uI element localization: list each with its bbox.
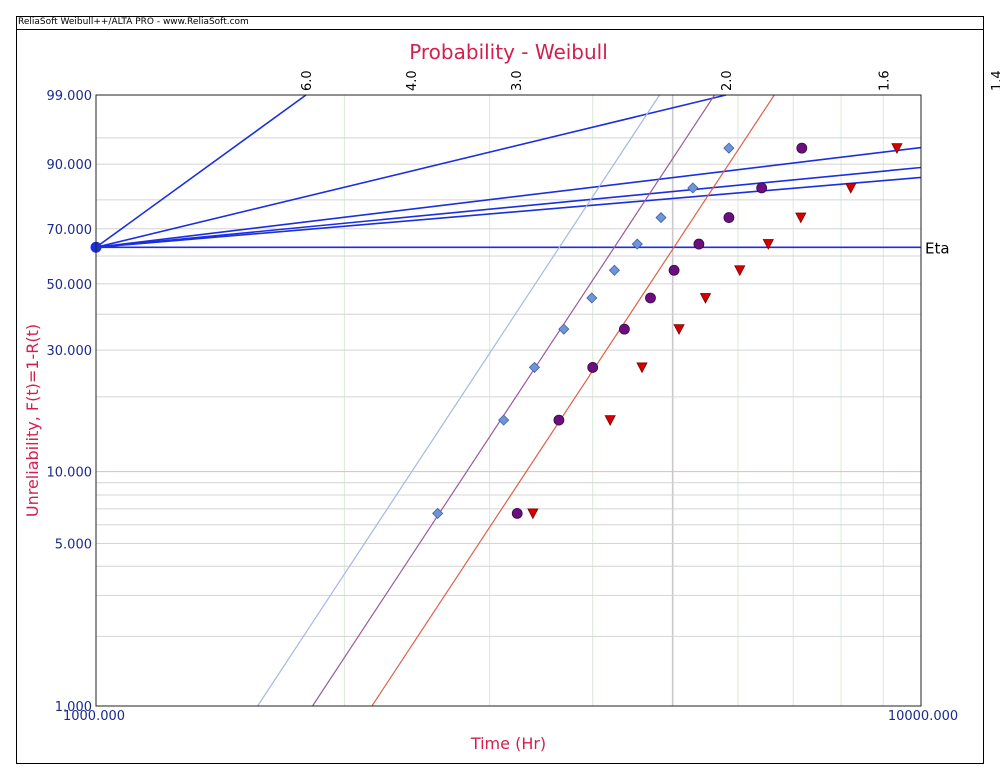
- triangle-point: [636, 362, 648, 374]
- triangle-point: [604, 415, 616, 426]
- diamond-point: [528, 361, 541, 373]
- beta-ray: [95, 146, 922, 249]
- eta-label: Eta: [925, 239, 950, 257]
- app-title: ReliaSoft Weibull++/ALTA PRO - www.Relia…: [18, 17, 249, 27]
- diamond-point: [655, 212, 667, 224]
- diamond-point: [498, 414, 510, 426]
- y-tick-label: 90.000: [47, 158, 93, 173]
- beta-ray: [95, 94, 727, 249]
- circle-point: [587, 362, 599, 373]
- beta-scale-label: 1.6: [877, 70, 892, 91]
- triangle-point: [527, 508, 539, 520]
- y-tick-label: 10.000: [47, 466, 93, 481]
- triangle-point: [734, 265, 746, 277]
- fit-line: [257, 94, 661, 707]
- diamond-point: [687, 182, 699, 194]
- circle-point: [723, 212, 735, 223]
- triangle-point: [891, 143, 903, 154]
- beta-scale-label: 3.0: [510, 70, 525, 91]
- x-axis-label: Time (Hr): [470, 734, 546, 753]
- circle-point: [796, 142, 808, 154]
- triangle-point: [845, 183, 857, 194]
- circle-point: [668, 264, 680, 276]
- x-tick-label: 1000.000: [63, 709, 125, 724]
- circle-point: [511, 507, 523, 519]
- diamond-point: [586, 292, 598, 304]
- circle-point: [756, 182, 768, 194]
- fit-line: [312, 94, 716, 707]
- triangle-point: [673, 324, 685, 335]
- circle-point: [645, 292, 656, 304]
- diamond-point: [432, 507, 444, 519]
- fit-lines: [257, 94, 775, 707]
- beta-scale-label: 2.0: [720, 70, 735, 91]
- grid-layer: [96, 95, 921, 706]
- diamond-point: [631, 238, 643, 250]
- circle-point: [618, 323, 630, 335]
- circle-point: [693, 238, 705, 250]
- beta-scale-label: 4.0: [405, 70, 420, 91]
- plot-area-border: [95, 94, 922, 707]
- circle-point: [553, 414, 565, 426]
- y-tick-label: 50.000: [47, 278, 93, 293]
- axis-labels: 1.000 5.000 10.000 30.000 50.000 70.000 90.000…: [47, 70, 1000, 724]
- title-divider: [17, 29, 983, 30]
- beta-slope-rays: [90, 94, 922, 253]
- beta-ray: [95, 166, 922, 249]
- diamond-point: [558, 323, 570, 335]
- y-tick-label: 30.000: [47, 344, 93, 359]
- data-points: [432, 142, 903, 520]
- y-tick-label: 5.000: [55, 537, 92, 552]
- y-tick-label: 1.000: [55, 700, 92, 715]
- diamond-point: [608, 264, 620, 276]
- triangle-point: [795, 212, 807, 224]
- beta-ray: [95, 94, 307, 248]
- x-tick-label: 10000.000: [888, 709, 958, 724]
- beta-scale-label: 1.4: [990, 70, 1000, 91]
- triangle-point: [699, 293, 712, 304]
- plot-window: [16, 16, 984, 764]
- triangle-point: [762, 239, 774, 250]
- diamond-point: [723, 142, 735, 154]
- fit-line: [371, 94, 775, 707]
- beta-ray: [95, 176, 922, 249]
- y-tick-label: 99.000: [47, 89, 93, 104]
- beta-scale-label: 6.0: [300, 70, 315, 91]
- y-axis-label: Unreliability, F(t)=1-R(t): [23, 324, 42, 517]
- chart-title: Probability - Weibull: [409, 40, 608, 64]
- y-tick-label: 70.000: [47, 223, 93, 238]
